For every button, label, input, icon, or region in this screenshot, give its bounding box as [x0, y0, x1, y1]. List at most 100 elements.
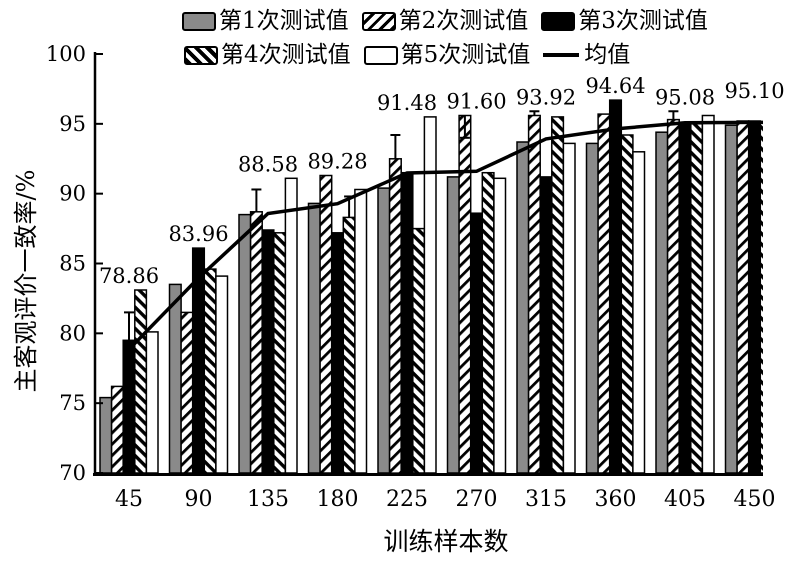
- bar-s5-x270: [493, 177, 507, 474]
- value-label-x90: 83.96: [168, 222, 228, 246]
- bar-s3-x360: [608, 99, 623, 474]
- bar-s1-x90: [168, 283, 182, 474]
- bar-s4-x450: [759, 121, 763, 474]
- bar-s2-x225: [388, 158, 402, 474]
- y-tick-label: 80: [59, 321, 86, 345]
- series4-swatch: [184, 45, 218, 65]
- x-category-label: 225: [386, 487, 428, 512]
- mean-line-layer: [127, 120, 763, 351]
- mean-label: 均值: [584, 41, 631, 68]
- x-category-label: 450: [734, 487, 776, 512]
- bar-s2-x360: [597, 113, 611, 474]
- bar-s3-x315: [539, 176, 553, 474]
- error-bars-layer: [124, 110, 679, 341]
- bar-s5-x45: [145, 331, 159, 474]
- bar-s1-x450: [724, 124, 738, 474]
- bar-s5-x360: [632, 151, 646, 474]
- legend-item-series1: 第1次测试值: [182, 7, 349, 34]
- value-labels-layer: 78.86 83.96 88.58 89.28 91.48 91.60 93.92 94.64…: [99, 74, 785, 288]
- value-label-x315: 93.92: [516, 85, 576, 109]
- x-category-label: 270: [456, 487, 498, 512]
- bar-s1-x180: [307, 202, 321, 474]
- y-tick-label: 75: [59, 391, 86, 415]
- bar-s3-x450: [747, 120, 762, 474]
- bar-s2-x180: [319, 174, 333, 474]
- bar-s4-x270: [481, 171, 495, 474]
- bar-s1-x135: [238, 213, 252, 474]
- bar-s4-x135: [273, 232, 287, 474]
- bar-s3-x135: [261, 229, 275, 474]
- bar-s5-x225: [423, 116, 437, 474]
- bar-s1-x270: [446, 176, 460, 474]
- bar-s2-x450: [736, 120, 750, 474]
- x-category-label: 315: [525, 487, 567, 512]
- x-category-label: 90: [185, 487, 213, 512]
- bar-s2-x315: [527, 114, 541, 474]
- legend-row-1: 第1次测试值 第2次测试值 第3次测试值: [182, 4, 721, 38]
- bar-s3-x405: [678, 121, 692, 474]
- bar-s3-x270: [469, 212, 484, 474]
- axes-layer: 70 75 80 85 90 95 100 45 90 135 180 225 270 315 360 405…: [46, 42, 776, 512]
- value-label-x45: 78.86: [99, 264, 159, 288]
- value-label-x405: 95.08: [655, 85, 715, 109]
- bar-s4-x360: [620, 134, 634, 474]
- legend-item-mean: 均值: [543, 41, 631, 68]
- bar-s5-x135: [284, 177, 298, 474]
- bar-s1-x315: [516, 141, 530, 474]
- bar-s2-x135: [249, 211, 263, 474]
- series1-label: 第1次测试值: [219, 7, 349, 34]
- bar-s5-x450: [772, 122, 784, 473]
- bar-s2-x270: [458, 114, 472, 474]
- series5-label: 第5次测试值: [400, 41, 531, 68]
- bar-s5-x315: [562, 142, 576, 474]
- series3-swatch: [541, 11, 576, 31]
- x-axis-title: 训练样本数: [383, 527, 509, 556]
- y-tick-label: 100: [46, 42, 86, 66]
- y-tick-label: 95: [59, 112, 86, 136]
- value-label-x180: 89.28: [307, 150, 367, 174]
- value-label-x135: 88.58: [238, 152, 298, 176]
- y-tick-label: 70: [59, 461, 86, 485]
- legend-item-series3: 第3次测试值: [541, 7, 708, 34]
- series3-label: 第3次测试值: [578, 7, 708, 34]
- series4-label: 第4次测试值: [221, 41, 351, 68]
- x-category-label: 45: [115, 487, 143, 512]
- bar-s5-x180: [354, 188, 368, 474]
- series2-label: 第2次测试值: [398, 7, 529, 34]
- series5-swatch: [363, 45, 398, 65]
- bar-s5-x405: [701, 114, 715, 474]
- y-axis-title: 主客观评价一致率/%: [12, 169, 40, 393]
- bar-s1-x225: [377, 187, 391, 474]
- bar-s4-x315: [551, 116, 565, 474]
- legend-item-series2: 第2次测试值: [361, 7, 529, 34]
- bar-s4-x180: [342, 216, 356, 474]
- mean-line: [127, 120, 763, 351]
- legend: 第1次测试值 第2次测试值 第3次测试值 第4次测试值 第5次测试值: [182, 4, 721, 72]
- mean-line-swatch: [543, 53, 580, 57]
- legend-item-series5: 第5次测试值: [363, 41, 531, 68]
- bar-s4-x45: [134, 289, 148, 474]
- y-tick-label: 90: [59, 182, 86, 206]
- bar-s3-x45: [122, 339, 136, 474]
- bar-s2-x45: [110, 385, 124, 474]
- bar-s2-x90: [180, 311, 194, 474]
- bar-s1-x360: [585, 142, 599, 474]
- bar-s3-x180: [330, 232, 345, 474]
- bar-s4-x405: [690, 123, 704, 474]
- value-label-x450: 95.10: [724, 79, 784, 103]
- y-tick-label: 85: [59, 252, 86, 276]
- x-category-label: 405: [664, 487, 706, 512]
- bar-s2-x405: [666, 118, 680, 474]
- series1-swatch: [182, 11, 216, 31]
- value-label-x360: 94.64: [585, 74, 645, 98]
- bar-s4-x225: [412, 227, 426, 474]
- series2-swatch: [361, 11, 396, 31]
- bar-s1-x45: [99, 396, 113, 474]
- bar-s1-x405: [655, 131, 669, 474]
- bar-s4-x90: [203, 268, 217, 474]
- value-label-x270: 91.60: [446, 90, 506, 114]
- bar-s5-x90: [215, 275, 229, 474]
- bar-s3-x225: [400, 171, 414, 474]
